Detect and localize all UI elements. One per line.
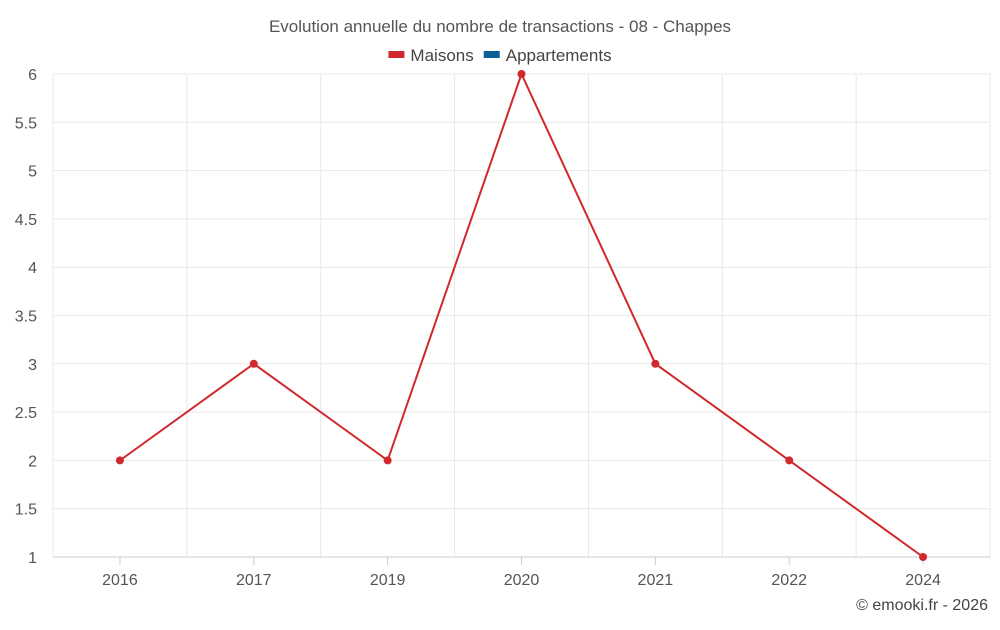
x-tick-label: 2024 xyxy=(905,572,941,589)
legend-label: Maisons xyxy=(410,46,473,65)
x-tick-label: 2019 xyxy=(370,572,406,589)
data-point[interactable] xyxy=(115,456,124,465)
credit-text: © emooki.fr - 2026 xyxy=(856,597,988,614)
y-tick-labels: 1 1.5 2 2.5 3 3.5 4 4.5 5 5.5 6 xyxy=(15,67,37,567)
y-tick-label: 3 xyxy=(28,357,37,374)
x-tick-label: 2022 xyxy=(771,572,807,589)
data-point[interactable] xyxy=(383,456,392,465)
data-point[interactable] xyxy=(785,456,794,465)
legend-item-appartements[interactable]: Appartements xyxy=(483,46,612,65)
y-tick-label: 1 xyxy=(28,550,37,567)
x-tick-label: 2020 xyxy=(504,572,540,589)
legend-item-maisons[interactable]: Maisons xyxy=(388,46,474,65)
y-tick-label: 5 xyxy=(28,164,37,181)
y-tick-label: 2.5 xyxy=(15,405,37,422)
legend-label: Appartements xyxy=(506,46,612,65)
legend-swatch xyxy=(483,51,500,58)
y-tick-label: 1.5 xyxy=(15,502,37,519)
y-tick-label: 5.5 xyxy=(15,115,37,132)
x-tick-labels: 2016 2017 2019 2020 2021 2022 2024 xyxy=(102,557,941,589)
data-point[interactable] xyxy=(249,359,258,368)
y-tick-label: 2 xyxy=(28,453,37,470)
y-tick-label: 4 xyxy=(28,260,37,277)
x-tick-label: 2021 xyxy=(638,572,674,589)
data-point[interactable] xyxy=(651,359,660,368)
x-tick-label: 2017 xyxy=(236,572,272,589)
data-point[interactable] xyxy=(919,553,928,561)
data-point[interactable] xyxy=(517,70,526,78)
legend: Maisons Appartements xyxy=(388,46,612,65)
y-gridlines xyxy=(53,73,990,510)
y-tick-label: 6 xyxy=(28,67,37,84)
series-layer xyxy=(115,70,928,561)
x-tick-label: 2016 xyxy=(102,572,138,589)
legend-swatch xyxy=(388,51,405,58)
y-tick-label: 3.5 xyxy=(15,309,37,326)
series-maisons xyxy=(115,70,928,561)
y-tick-label: 4.5 xyxy=(15,212,37,229)
x-gridlines xyxy=(52,74,991,557)
chart-title: Evolution annuelle du nombre de transact… xyxy=(269,17,731,36)
